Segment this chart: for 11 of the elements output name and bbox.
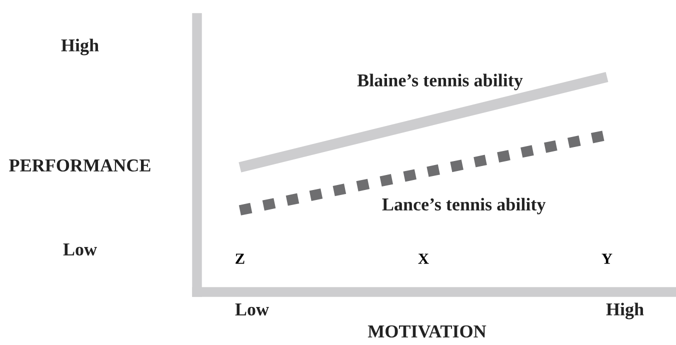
series-label: Blaine’s tennis ability	[357, 74, 523, 90]
x-tick-label: Y	[602, 254, 612, 264]
x-axis-title: MOTIVATION	[368, 325, 486, 338]
x-tick-label: X	[418, 254, 429, 264]
x-tick-label: Z	[236, 254, 244, 264]
text: Low	[235, 304, 269, 316]
series-label: Lance’s tennis ability	[382, 198, 546, 214]
text: High	[606, 302, 644, 320]
text: High	[61, 38, 99, 56]
text: Low	[63, 244, 97, 256]
y-axis-title: PERFORMANCE	[9, 159, 150, 172]
